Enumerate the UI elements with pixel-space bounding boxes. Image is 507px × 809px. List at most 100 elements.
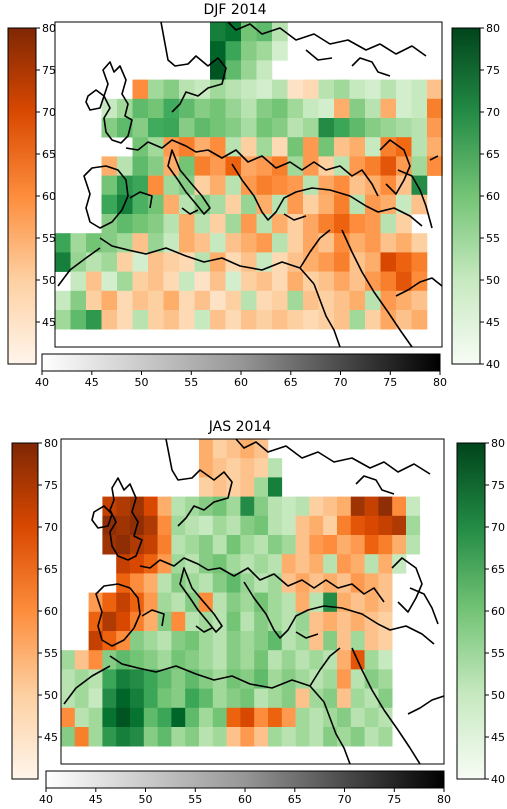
heatmap-cell	[396, 252, 412, 272]
colorbar-tick-label: 65	[284, 376, 298, 389]
heatmap-cell	[334, 271, 350, 292]
heatmap-cell	[380, 233, 397, 253]
heatmap-cell	[225, 118, 242, 138]
heatmap-cell	[132, 98, 149, 119]
heatmap-cell	[380, 156, 397, 176]
heatmap-cell	[143, 688, 158, 709]
colorbar-tick-label: 70	[338, 793, 352, 806]
heatmap-cell	[411, 233, 428, 253]
heatmap-cell	[117, 290, 133, 311]
heatmap-cell	[70, 290, 87, 311]
heatmap-cell	[194, 98, 211, 119]
heatmap-cell	[272, 233, 288, 253]
heatmap-cell	[396, 290, 412, 311]
heatmap-cell	[378, 631, 393, 651]
heatmap-cell	[411, 118, 428, 138]
heatmap-cell	[199, 535, 214, 555]
heatmap-cell	[349, 98, 366, 119]
heatmap-cell	[148, 271, 164, 292]
heatmap-cell	[157, 631, 172, 651]
heatmap-cell	[163, 98, 180, 119]
heatmap-cell	[143, 573, 158, 593]
heatmap-cell	[157, 515, 172, 536]
heatmap-cell	[268, 592, 283, 613]
heatmap-cell	[378, 535, 393, 555]
heatmap-cell	[132, 214, 149, 234]
heatmap-cell	[225, 22, 242, 42]
heatmap-cell	[163, 271, 180, 292]
heatmap-cell	[303, 98, 319, 119]
heatmap-cell	[364, 707, 379, 728]
heatmap-cell	[268, 727, 283, 747]
heatmap-cell	[303, 290, 319, 311]
heatmap-cell	[199, 439, 214, 459]
heatmap-cell	[281, 535, 296, 555]
colorbar-right-ticks: 40 45 50 55 60 65 70 75 80	[480, 22, 500, 371]
heatmap-cell	[171, 496, 186, 517]
heatmap-cell	[210, 98, 226, 119]
colorbar-tick-label: 75	[44, 479, 58, 492]
heatmap-cell	[323, 669, 338, 689]
heatmap-cell	[88, 592, 103, 613]
heatmap-cell	[396, 137, 412, 157]
heatmap-cell	[240, 650, 255, 670]
heatmap-cell	[334, 98, 350, 119]
colorbar-tick-label: 70	[486, 106, 500, 119]
heatmap-cell	[101, 194, 118, 215]
heatmap-cell	[148, 156, 164, 176]
heatmap-cell	[295, 515, 310, 536]
heatmap-cell	[226, 688, 241, 709]
heatmap-cell	[364, 727, 379, 747]
heatmap-cell	[364, 611, 379, 632]
heatmap-cell	[256, 98, 273, 119]
bottom-colorbar: 40 45 50 55 60 65 70 75 80	[39, 770, 451, 806]
heatmap-cell	[157, 707, 172, 728]
heatmap-cell	[143, 515, 158, 536]
heatmap-cell	[117, 252, 133, 272]
heatmap-cell	[295, 573, 310, 593]
colorbar-tick-label: 65	[486, 148, 500, 161]
chart-title: JAS 2014	[208, 419, 272, 435]
heatmap-cell	[55, 310, 71, 330]
heatmap-cell	[396, 271, 412, 292]
heatmap-cell	[365, 156, 381, 176]
heatmap-cell	[130, 650, 145, 670]
heatmap-cell	[337, 631, 352, 651]
heatmap-cell	[272, 214, 288, 234]
heatmap-cell	[117, 98, 133, 119]
heatmap-cell	[337, 535, 352, 555]
heatmap-cell	[287, 290, 304, 311]
heatmap-cell	[318, 79, 335, 100]
heatmap-cell	[427, 156, 443, 176]
heatmap-cell	[116, 611, 131, 632]
heatmap-cell	[364, 496, 379, 517]
heatmap-cell	[225, 252, 242, 272]
heatmap-cell	[309, 669, 324, 689]
heatmap-cell	[256, 175, 273, 196]
heatmap-cell	[199, 515, 214, 536]
heatmap-cell	[210, 118, 226, 138]
heatmap-cell	[240, 515, 255, 536]
heatmap-cell	[337, 650, 352, 670]
heatmap-cell	[199, 458, 214, 478]
heatmap-cell	[102, 611, 117, 632]
colorbar-right-ticks: 40 45 50 55 60 65 70 75 80	[485, 437, 505, 786]
heatmap-cell	[272, 290, 288, 311]
colorbar-tick-label: 45	[85, 376, 99, 389]
heatmap-cell	[70, 271, 87, 292]
colorbar-tick-label: 40	[39, 793, 53, 806]
heatmap-cell	[132, 194, 149, 215]
heatmap-cell	[349, 137, 366, 157]
heatmap-cell	[143, 496, 158, 517]
heatmap-cell	[334, 214, 350, 234]
heatmap-cell	[212, 592, 227, 613]
heatmap-cell	[130, 592, 145, 613]
heatmap-cell	[101, 156, 118, 176]
heatmap-cell	[364, 573, 379, 593]
heatmap-cell	[225, 79, 242, 100]
heatmap-cell	[309, 650, 324, 670]
colorbar-right-fill	[451, 27, 481, 365]
heatmap-cell	[61, 650, 76, 670]
colorbar-bottom-ticks: 40 45 50 55 60 65 70 75 80	[39, 788, 451, 806]
heatmap-cell	[163, 310, 180, 330]
